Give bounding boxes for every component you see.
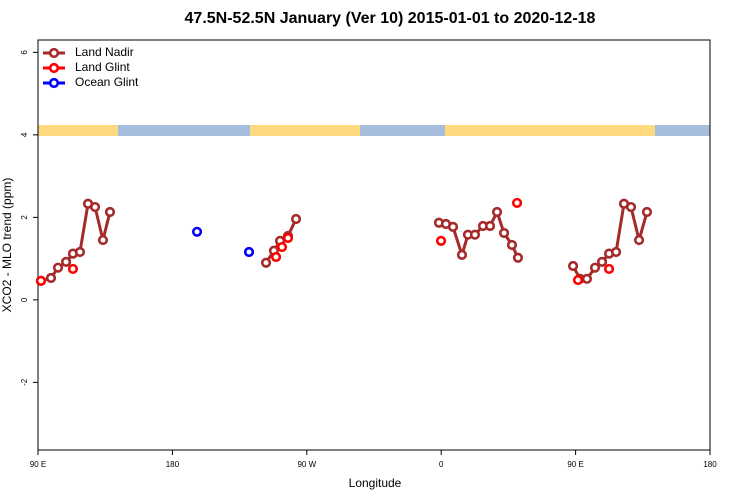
land-strip — [445, 125, 655, 136]
x-axis-label: Longitude — [349, 476, 402, 490]
data-point — [191, 226, 203, 237]
data-point — [596, 256, 608, 268]
data-point — [35, 275, 47, 286]
legend-label: Ocean Glint — [75, 75, 139, 89]
y-axis-label: XCO2 - MLO trend (ppm) — [0, 178, 14, 313]
land-ocean-strip — [38, 125, 710, 136]
data-point — [243, 246, 255, 258]
data-point — [52, 262, 64, 273]
data-point — [60, 256, 72, 268]
data-point — [572, 274, 584, 286]
data-point — [641, 206, 653, 218]
data-point — [456, 249, 468, 260]
legend-label: Land Glint — [75, 60, 130, 74]
x-tick-label: 180 — [703, 460, 717, 469]
data-point — [435, 235, 447, 246]
data-point — [581, 273, 593, 284]
data-point — [491, 206, 503, 218]
data-point — [67, 263, 79, 275]
data-point — [104, 206, 116, 218]
data-point — [512, 252, 524, 263]
ocean-strip — [118, 125, 250, 136]
data-point — [610, 246, 622, 258]
data-point — [633, 234, 645, 246]
data-point — [511, 197, 523, 209]
y-tick-label: -2 — [20, 378, 29, 386]
ocean-strip — [360, 125, 445, 136]
x-tick-label: 90 W — [297, 460, 316, 469]
data-point — [290, 213, 302, 225]
y-tick-label: 6 — [20, 50, 29, 55]
data-point — [447, 221, 459, 232]
legend-marker — [48, 47, 60, 59]
data-point — [469, 229, 481, 240]
y-tick-label: 0 — [20, 297, 29, 302]
y-tick-label: 2 — [20, 215, 29, 220]
chart-title: 47.5N-52.5N January (Ver 10) 2015-01-01 … — [185, 10, 596, 27]
plot-frame — [37, 39, 711, 451]
data-point — [506, 239, 518, 251]
data-point — [89, 201, 101, 213]
data-point — [567, 260, 579, 272]
data-point — [625, 201, 637, 213]
ocean-strip — [655, 125, 710, 136]
data-point — [498, 227, 510, 239]
land-strip — [38, 125, 118, 136]
legend-marker — [48, 77, 60, 89]
y-tick-label: 4 — [20, 132, 29, 137]
x-tick-label: 0 — [439, 460, 444, 469]
data-point — [282, 232, 294, 244]
data-point — [97, 234, 109, 246]
data-point — [276, 241, 288, 253]
legend-label: Land Nadir — [75, 45, 134, 59]
data-point — [74, 246, 86, 258]
land-strip — [250, 125, 360, 136]
data-point — [484, 220, 496, 232]
data-point — [270, 251, 282, 263]
legend-marker — [48, 62, 60, 74]
x-tick-label: 180 — [166, 460, 180, 469]
data-point — [603, 263, 615, 275]
data-point — [589, 262, 601, 273]
x-tick-label: 90 E — [567, 460, 583, 469]
data-point — [260, 257, 272, 268]
x-tick-label: 90 E — [30, 460, 46, 469]
data-point — [45, 272, 57, 284]
